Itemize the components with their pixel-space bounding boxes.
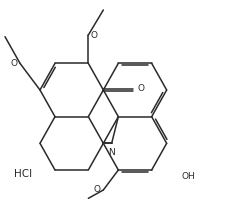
Text: O: O (93, 185, 100, 195)
Text: O: O (90, 31, 98, 40)
Text: O: O (10, 59, 17, 68)
Text: N: N (108, 148, 115, 157)
Text: O: O (137, 84, 144, 94)
Text: HCl: HCl (14, 169, 32, 179)
Text: OH: OH (180, 172, 194, 181)
